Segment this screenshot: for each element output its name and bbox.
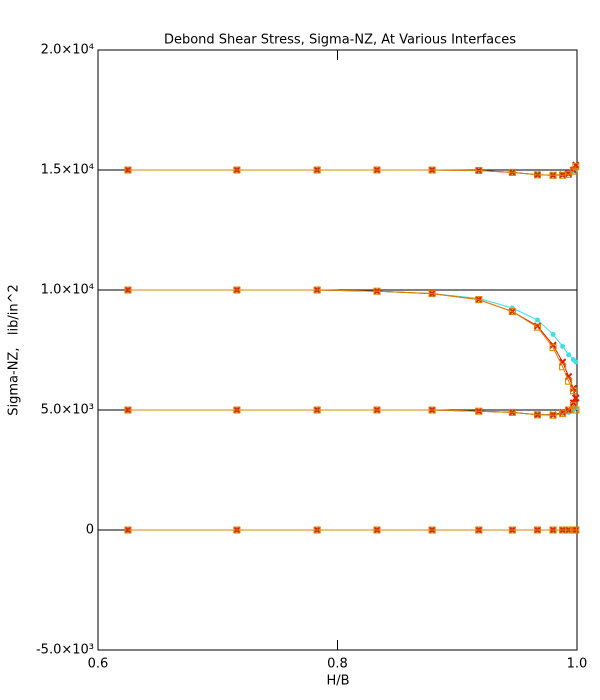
- series-line: [127, 404, 577, 416]
- plot-frame: [97, 49, 578, 651]
- marker: [508, 308, 516, 316]
- marker: [533, 526, 541, 534]
- x-tick-label: 0.8: [327, 657, 348, 672]
- marker: [559, 363, 567, 371]
- marker: [549, 526, 557, 534]
- marker: [549, 171, 557, 179]
- y-tick-label: 1.0×10⁴: [41, 283, 94, 298]
- marker: [124, 406, 132, 414]
- marker: [373, 287, 381, 295]
- marker: [572, 394, 580, 402]
- marker: [475, 296, 483, 304]
- chart-title: Debond Shear Stress, Sigma-NZ, At Variou…: [164, 33, 516, 48]
- marker: [533, 411, 541, 419]
- marker: [550, 331, 556, 337]
- series-line: [127, 289, 577, 411]
- marker: [428, 290, 436, 298]
- marker: [508, 168, 516, 176]
- marker: [313, 286, 321, 294]
- marker: [428, 406, 436, 414]
- marker: [233, 286, 241, 294]
- marker: [560, 343, 566, 349]
- marker: [313, 406, 321, 414]
- marker: [569, 387, 577, 395]
- marker: [573, 359, 579, 365]
- marker: [533, 171, 541, 179]
- marker: [572, 526, 580, 534]
- marker: [533, 323, 541, 331]
- marker: [475, 526, 483, 534]
- marker: [475, 407, 483, 415]
- marker: [569, 399, 578, 407]
- marker: [559, 410, 567, 418]
- marker: [428, 166, 436, 174]
- marker: [572, 406, 580, 414]
- marker: [124, 286, 132, 294]
- marker: [566, 352, 572, 358]
- marker: [572, 162, 580, 170]
- series-line: [127, 166, 577, 176]
- x-tick-label: 1.0: [567, 657, 588, 672]
- series-line: [127, 407, 577, 416]
- y-tick-label: -5.0×10³: [36, 643, 94, 658]
- marker: [313, 526, 321, 534]
- marker: [565, 406, 573, 414]
- marker: [508, 408, 516, 416]
- series-line: [127, 289, 577, 399]
- y-tick-label: 1.5×10⁴: [41, 163, 94, 178]
- marker: [565, 526, 573, 534]
- y-axis-label: Sigma-NZ, lib/in^2: [7, 284, 22, 415]
- y-tick-label: 0: [86, 523, 94, 538]
- x-axis-label: H/B: [326, 674, 349, 689]
- marker: [233, 406, 241, 414]
- marker: [549, 344, 557, 352]
- marker: [124, 526, 132, 534]
- marker: [373, 406, 381, 414]
- marker: [233, 526, 241, 534]
- y-tick-label: 5.0×10³: [41, 403, 94, 418]
- marker: [373, 166, 381, 174]
- marker: [565, 377, 573, 385]
- marker: [233, 166, 241, 174]
- marker: [549, 411, 557, 419]
- marker: [313, 166, 321, 174]
- series-line: [127, 289, 577, 363]
- marker: [573, 405, 579, 411]
- marker: [124, 166, 132, 174]
- marker: [569, 167, 577, 175]
- y-tick-label: 2.0×10⁴: [41, 43, 94, 58]
- marker: [508, 526, 516, 534]
- marker: [534, 317, 540, 323]
- marker: [475, 166, 483, 174]
- marker: [569, 401, 577, 409]
- marker: [549, 341, 557, 349]
- marker: [373, 526, 381, 534]
- marker: [428, 526, 436, 534]
- x-tick-label: 0.6: [88, 657, 109, 672]
